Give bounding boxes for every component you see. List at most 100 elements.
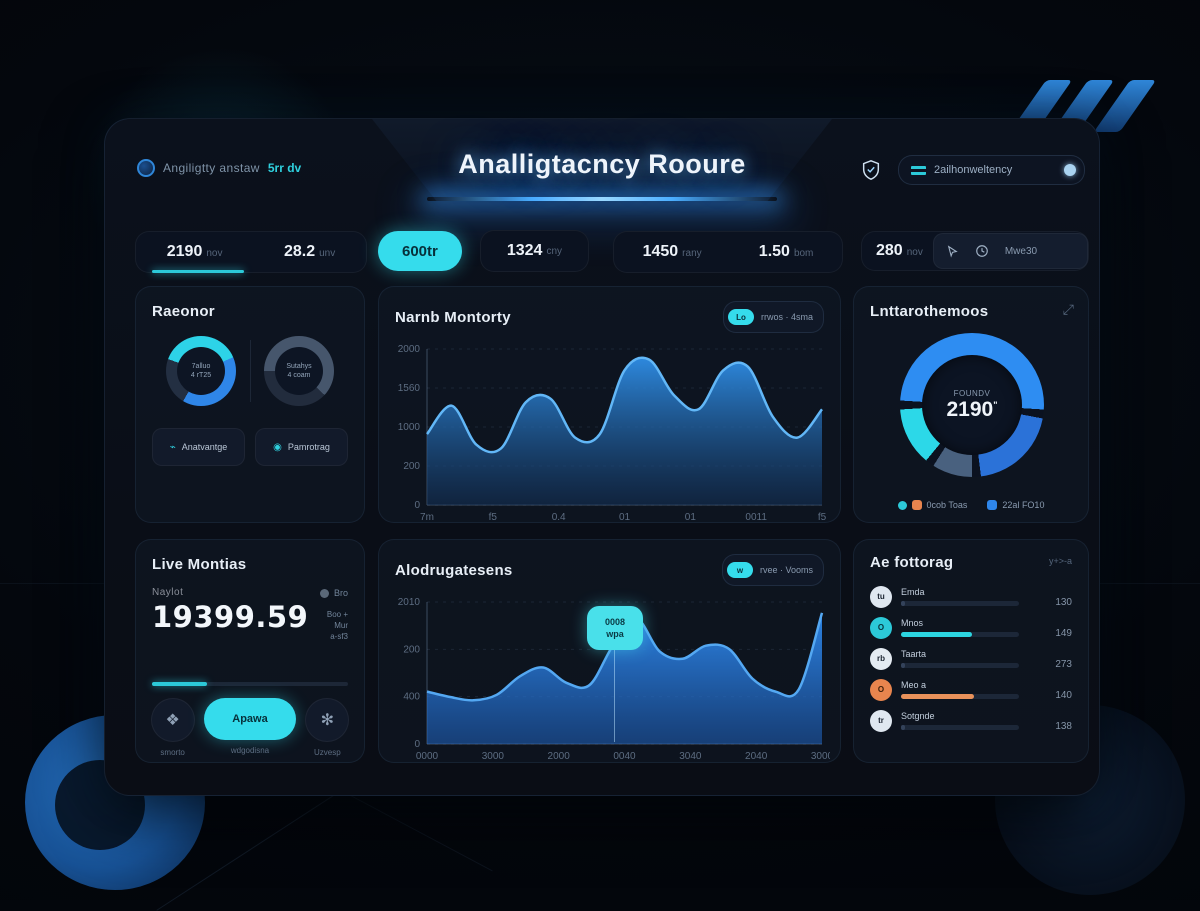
ranking-row[interactable]: rb Taarta 273: [870, 643, 1072, 674]
stat-value: 1.50: [758, 243, 790, 260]
row-label: Meo a: [901, 680, 927, 690]
monitor-area-chart: 2000 1560 1000 200 0 7m f5 0.4 01 01 0011 f5: [391, 339, 830, 525]
header-glow: [427, 197, 777, 201]
row-label: Taarta: [901, 649, 927, 659]
cursor-icon[interactable]: [946, 244, 959, 258]
svg-text:400: 400: [403, 692, 420, 703]
ranking-row[interactable]: O Meo a 140: [870, 674, 1072, 705]
stat-unit: nov: [906, 247, 923, 258]
svg-text:2000: 2000: [398, 344, 421, 355]
action-snowflake[interactable]: ✻ Uzvesp: [305, 698, 350, 757]
panel-interference: Lnttarothemoos ⤢ FOUNDV 2190" 0cob Toas 2…: [853, 286, 1089, 523]
gauge-donut: 7alluo 4 rT25: [166, 336, 236, 406]
legend-swatch: [897, 500, 907, 510]
avatar: O: [870, 678, 892, 701]
gauge-row: 7alluo 4 rT25 Sutahys 4 coam: [152, 336, 348, 406]
action-caption: smorto: [160, 748, 185, 757]
action-primary[interactable]: Apawa wdgodisna: [203, 698, 296, 755]
stat-value: 280: [876, 242, 903, 259]
row-bar-fill: [901, 632, 972, 637]
tooltip-guide-line: [614, 650, 615, 742]
shield-check-icon[interactable]: [856, 155, 886, 185]
logo-accent-text: 5rr dv: [267, 161, 302, 175]
svg-text:0000: 0000: [416, 751, 439, 762]
addresses-area-chart: 0008 wpa 2010 200 400 0 0000 3000 2000 0040 3040…: [391, 592, 830, 764]
panel-title: Narnb Montorty: [395, 308, 511, 326]
donut-center-value: 2190": [946, 397, 998, 421]
badge-text: rvee · Vooms: [759, 565, 813, 575]
app-logo[interactable]: Angiligtty anstaw 5rr dv: [137, 159, 301, 177]
gauge-donut: Sutahys 4 coam: [264, 336, 334, 406]
stat-value: 1450: [642, 243, 679, 260]
svg-text:3000: 3000: [811, 751, 830, 762]
donut-legend: 0cob Toas 22al FO10: [854, 500, 1088, 510]
user-pill[interactable]: 2ailhonweltency: [898, 155, 1085, 185]
ranking-row[interactable]: tu Emda 130: [870, 581, 1072, 612]
legend-swatch: [911, 500, 922, 510]
row-label: Mnos: [901, 618, 924, 628]
interference-donut-chart: FOUNDV 2190": [900, 333, 1044, 477]
header-controls: 2ailhonweltency: [856, 155, 1085, 185]
metric-value: 19399.59: [152, 600, 309, 634]
row-label: Emda: [901, 587, 925, 597]
side-line: a-sf3: [330, 632, 348, 641]
legend-label: 0cob Toas: [926, 500, 968, 510]
svg-text:200: 200: [403, 461, 420, 472]
primary-stat-button[interactable]: 600tr: [378, 231, 462, 271]
svg-text:0: 0: [414, 739, 420, 750]
panel-title: Ae fottorag: [870, 554, 954, 571]
stat-value: 1324: [506, 242, 543, 259]
addresses-badge[interactable]: w rvee · Vooms: [721, 554, 824, 586]
expand-icon[interactable]: ⤢: [1062, 301, 1074, 317]
svg-text:2010: 2010: [398, 597, 421, 608]
row-bar-track: [901, 694, 1019, 699]
row-bar-track: [901, 601, 1019, 606]
tooltip-value: 0008: [604, 617, 626, 627]
svg-text:1000: 1000: [398, 422, 421, 433]
ranking-row[interactable]: O Mnos 149: [870, 612, 1072, 643]
ranking-row[interactable]: tr Sotgnde 138: [870, 705, 1072, 736]
stat-pill-3[interactable]: 1450 rany 1.50 bom: [613, 231, 843, 273]
svg-text:01: 01: [619, 512, 631, 523]
avatar: O: [870, 616, 892, 639]
stat-pill-1[interactable]: 2190 nov 28.2 unv: [135, 231, 367, 273]
ranking-list: tu Emda 130 O Mnos 149 rb Taarta 273 O: [870, 581, 1072, 736]
panel-live: Live Montias Naylot 19399.59 Bro Boo + M…: [135, 539, 365, 763]
row-bar-fill: [901, 663, 905, 668]
page-title: Analligtacncy Rooure: [458, 149, 746, 179]
badge-text: rrwos · 4sma: [760, 312, 813, 322]
avatar: rb: [870, 647, 892, 670]
metric-side-notes: Bro Boo + Mur a-sf3: [319, 588, 348, 642]
stat-controls[interactable]: Mwe30: [932, 233, 1088, 269]
row-label: Sotgnde: [901, 711, 935, 721]
monitor-badge[interactable]: Lo rrwos · 4sma: [722, 301, 824, 333]
stat-value: 28.2: [283, 243, 316, 260]
metric-label: Naylot: [152, 587, 184, 598]
chart-tooltip: 0008 wpa: [587, 606, 643, 650]
side-line: Boo +: [326, 610, 348, 619]
avatar: tr: [870, 709, 892, 732]
stat-sub-pill[interactable]: 1324 cny: [479, 230, 590, 272]
action-petal[interactable]: ❖ smorto: [150, 698, 195, 757]
live-actions: ❖ smorto Apawa wdgodisna ✻ Uzvesp: [146, 698, 354, 757]
svg-text:200: 200: [403, 644, 420, 655]
reactor-button-1[interactable]: ⌁ Anatvantge: [152, 428, 245, 466]
stat-pill-4[interactable]: 280 nov Mwe30: [861, 231, 1089, 271]
badge-tag: w: [726, 562, 753, 578]
reactor-button-2[interactable]: ◉ Pamrotrag: [255, 428, 348, 466]
toggle-dot[interactable]: [1064, 164, 1076, 176]
panel-addresses: Alodrugatesens w rvee · Vooms 0008 wpa: [378, 539, 841, 763]
svg-text:0.4: 0.4: [552, 512, 566, 523]
control-label: Mwe30: [1004, 245, 1038, 257]
primary-action-button[interactable]: Apawa: [203, 698, 296, 740]
svg-text:2040: 2040: [745, 751, 768, 762]
button-label: Pamrotrag: [287, 442, 330, 452]
user-pill-label: 2ailhonweltency: [934, 164, 1013, 176]
action-caption: wdgodisna: [230, 746, 270, 755]
side-line: Mur: [334, 621, 348, 630]
clock-icon[interactable]: [975, 244, 989, 258]
svg-text:1560: 1560: [398, 383, 421, 394]
logo-text: Angiligtty anstaw: [163, 161, 260, 175]
svg-text:01: 01: [685, 512, 697, 523]
gauge-line1: Sutahys: [286, 363, 312, 370]
